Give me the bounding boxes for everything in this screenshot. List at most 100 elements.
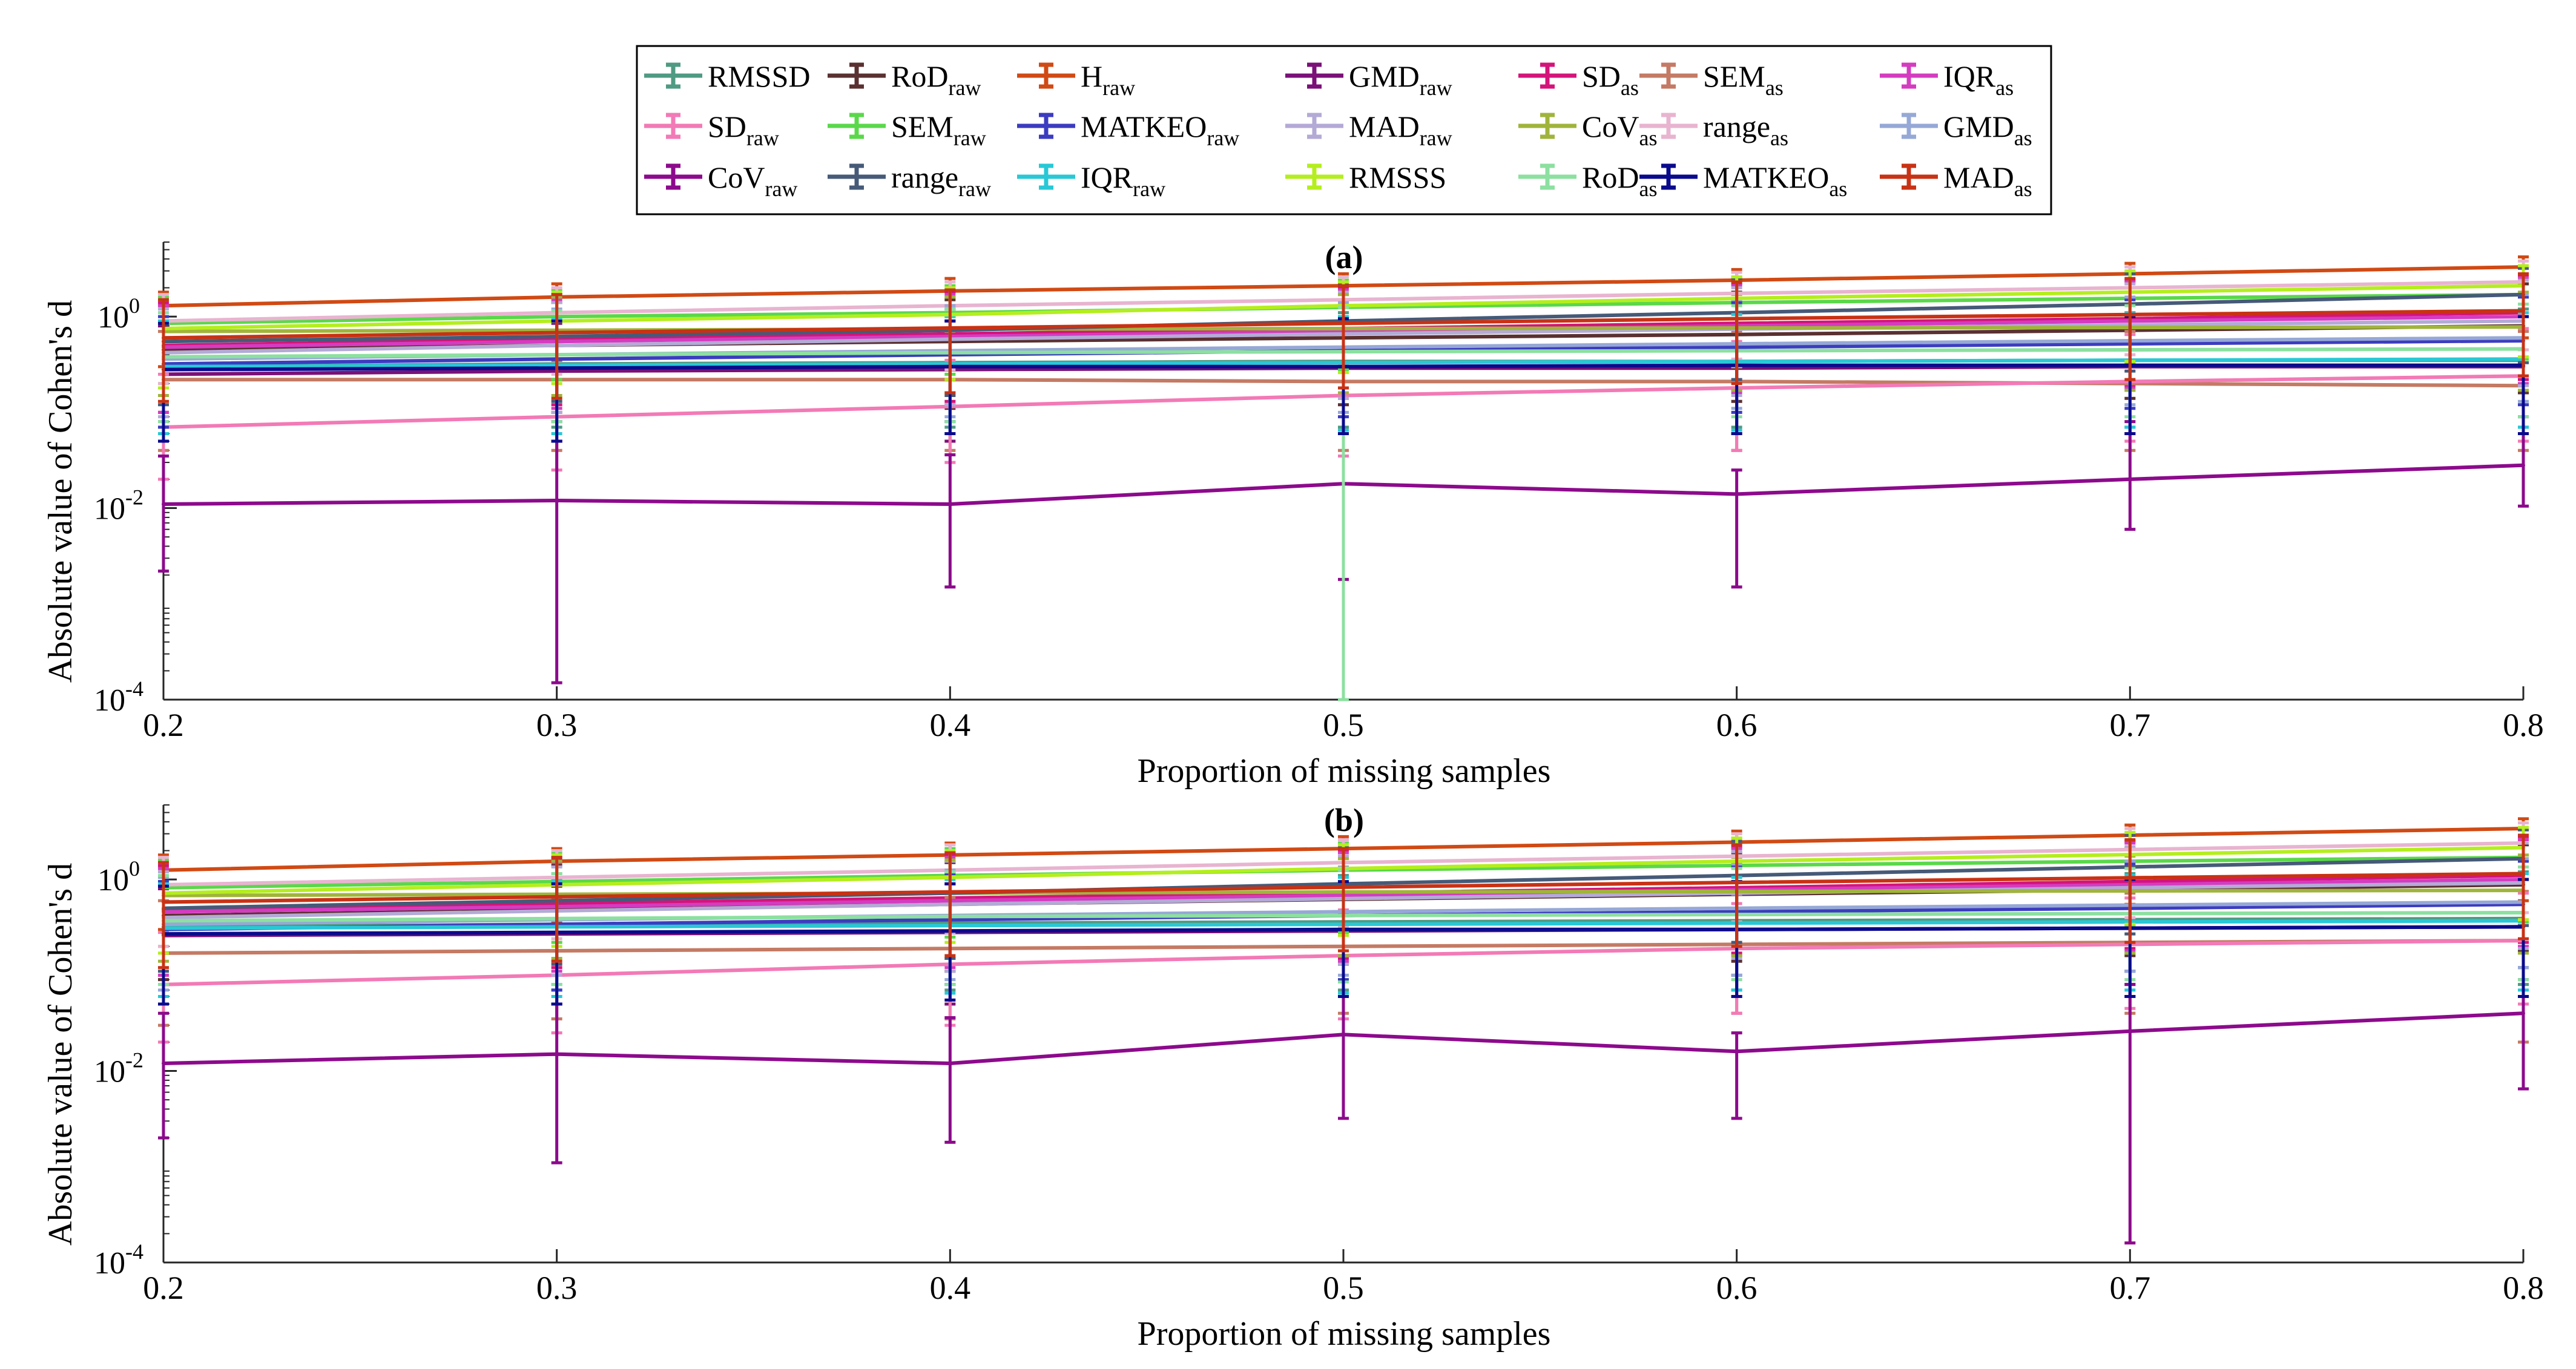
legend-swatch [828, 113, 886, 139]
legend-label: IQRas [1943, 59, 2014, 100]
legend-swatch [1285, 163, 1343, 190]
legend-label-name: MATKEO [1703, 160, 1829, 194]
x-tick-label: 0.7 [2110, 1270, 2151, 1306]
x-tick-label: 0.6 [1716, 707, 1757, 743]
data-point [1734, 881, 1739, 885]
data-point [2522, 463, 2525, 467]
legend-entry-rod-as: RoDas [1518, 160, 1657, 201]
legend-label-subscript: as [1639, 177, 1657, 201]
x-tick-label: 0.4 [930, 1270, 971, 1306]
error-bar [1731, 280, 1742, 386]
legend-label-name: IQR [1943, 59, 1996, 93]
x-tick-label: 0.5 [1323, 1270, 1364, 1306]
panel-b-xlabel: Proportion of missing samples [1138, 1315, 1551, 1353]
legend-swatch [1017, 163, 1075, 190]
legend-entry-sd-as: SDas [1518, 59, 1639, 100]
x-tick-label: 0.8 [2503, 1270, 2544, 1306]
legend-entry-range-raw: rangeraw [828, 160, 991, 201]
legend-label-name: range [891, 160, 958, 194]
data-point [948, 326, 952, 330]
y-tick-label: 10-2 [94, 485, 143, 527]
legend-swatch [828, 62, 886, 89]
error-bar [1731, 843, 1742, 948]
legend-label-name: IQR [1081, 160, 1133, 194]
data-point [1342, 1032, 1345, 1037]
legend-label: GMDas [1943, 110, 2032, 150]
data-point [948, 502, 952, 507]
legend-label-name: SEM [891, 110, 954, 143]
x-tick-label: 0.6 [1716, 1270, 1757, 1306]
legend-swatch [1518, 62, 1576, 89]
error-bar [2124, 838, 2136, 944]
legend-label-name: CoV [1582, 110, 1639, 143]
legend-entry-rod-raw: RoDraw [828, 59, 981, 100]
legend-swatch [644, 113, 702, 139]
legend-swatch [1285, 62, 1343, 89]
legend-label: RMSSS [1349, 160, 1446, 194]
panel-b-ylabel: Absolute value of Cohen's d [42, 863, 79, 1246]
data-point [1734, 317, 1739, 321]
x-tick-label: 0.5 [1323, 707, 1364, 743]
legend-label: IQRraw [1081, 160, 1165, 201]
y-tick-label: 10-2 [94, 1048, 143, 1089]
legend-label-name: RMSSS [1349, 160, 1446, 194]
error-bar [1338, 284, 1349, 390]
legend-label: CoVas [1582, 110, 1657, 150]
legend-label-name: GMD [1943, 110, 2014, 143]
legend-entry-cov-as: CoVas [1518, 110, 1657, 150]
legend-swatch [1518, 163, 1576, 190]
data-point [2522, 1011, 2525, 1016]
x-tick-label: 0.4 [930, 707, 971, 743]
legend-label-name: MATKEO [1081, 110, 1207, 143]
error-bar [2124, 277, 2136, 381]
series-mad-as [158, 833, 2529, 970]
legend: RMSSD RoDraw Hraw GMDraw SDas SEMas IQRasSDraw… [636, 45, 2052, 215]
y-tick-label: 10-4 [94, 677, 143, 718]
y-tick-label: 100 [97, 294, 140, 335]
legend-label: MATKEOas [1703, 160, 1847, 201]
legend-label: GMDraw [1349, 59, 1452, 100]
error-bar [158, 298, 169, 403]
x-tick-label: 0.2 [143, 1270, 184, 1306]
legend-swatch [828, 163, 886, 190]
legend-label: rangeas [1703, 110, 1788, 150]
error-bar [944, 453, 956, 589]
data-point [162, 336, 165, 340]
panel-a-ylabel: Absolute value of Cohen's d [42, 300, 79, 683]
legend-label-name: MAD [1349, 110, 1420, 143]
legend-label-name: H [1081, 59, 1102, 93]
error-bar [551, 293, 562, 400]
legend-label-subscript: raw [765, 177, 797, 201]
error-bar [2518, 272, 2529, 378]
legend-swatch [1880, 62, 1938, 89]
legend-swatch [1880, 163, 1938, 190]
legend-label: SDraw [708, 110, 779, 150]
data-point [1734, 1049, 1739, 1054]
legend-label-subscript: raw [948, 76, 981, 100]
data-point [2128, 312, 2132, 317]
legend-swatch [1017, 113, 1075, 139]
legend-entry-range-as: rangeas [1639, 110, 1788, 150]
legend-entry-rmsss: RMSSS [1285, 160, 1446, 194]
legend-entry-cov-raw: CoVraw [644, 160, 797, 201]
data-point [162, 900, 165, 904]
legend-swatch [1639, 163, 1698, 190]
legend-entry-rmssd: RMSSD [644, 59, 811, 93]
data-point [2522, 309, 2525, 313]
legend-entry-gmd-as: GMDas [1880, 110, 2032, 150]
legend-label-subscript: raw [1420, 126, 1452, 150]
data-point [2128, 477, 2132, 481]
data-point [555, 1052, 559, 1056]
legend-entry-iqr-as: IQRas [1880, 59, 2014, 100]
legend-label-name: SEM [1703, 59, 1765, 93]
data-point [162, 502, 165, 507]
legend-label-subscript: raw [1207, 126, 1239, 150]
legend-label-name: RMSSD [708, 59, 811, 93]
legend-label-subscript: raw [954, 126, 986, 150]
legend-label-subscript: as [1621, 76, 1639, 100]
legend-label-subscript: as [2014, 177, 2032, 201]
panel-a-label: (a) [1325, 239, 1363, 275]
legend-label-subscript: raw [1133, 177, 1165, 201]
legend-entry-gmd-raw: GMDraw [1285, 59, 1452, 100]
error-bar [158, 861, 169, 970]
